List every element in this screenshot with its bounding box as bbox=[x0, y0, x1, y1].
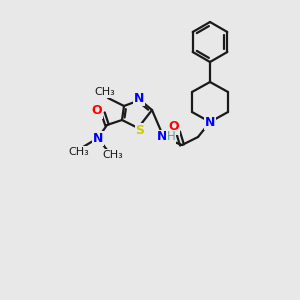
Text: N: N bbox=[157, 130, 167, 143]
Text: N: N bbox=[205, 116, 215, 128]
Text: O: O bbox=[169, 121, 179, 134]
Text: S: S bbox=[136, 124, 145, 136]
Text: O: O bbox=[92, 104, 102, 118]
Text: CH₃: CH₃ bbox=[94, 87, 116, 97]
Text: CH₃: CH₃ bbox=[103, 150, 123, 160]
Text: CH₃: CH₃ bbox=[69, 147, 89, 157]
Text: N: N bbox=[93, 131, 103, 145]
Text: H: H bbox=[167, 130, 176, 143]
Text: N: N bbox=[134, 92, 144, 104]
